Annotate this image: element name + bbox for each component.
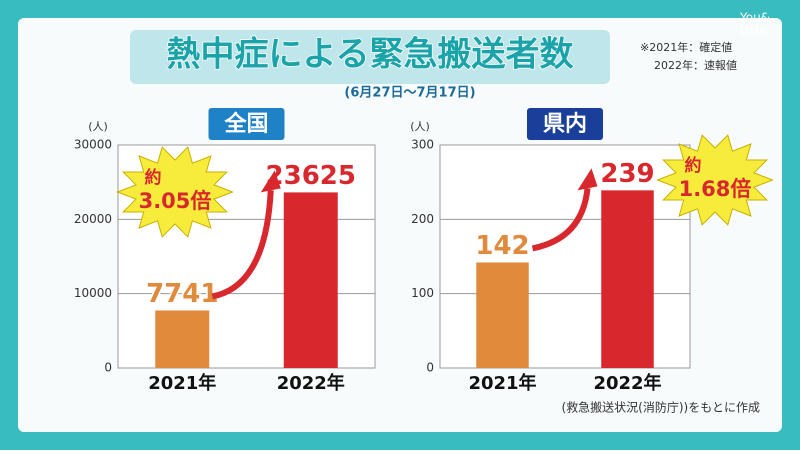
- annotation: 3.05倍: [139, 189, 212, 213]
- bar: [476, 262, 529, 368]
- chart-title-box: [527, 108, 603, 140]
- bar: [155, 310, 210, 368]
- arrow: [531, 187, 591, 252]
- y-tick-label: 300: [411, 138, 434, 152]
- chart-title-box: [208, 108, 285, 140]
- arrow: [211, 190, 274, 300]
- y-axis-label: (人): [88, 120, 108, 133]
- x-tick-label: 2021年: [468, 372, 536, 394]
- chart-title: 全国: [223, 111, 268, 137]
- starburst: [116, 146, 234, 238]
- note: 2022年：速報値: [654, 58, 737, 72]
- arrow-head: [260, 170, 281, 193]
- y-tick-label: 20000: [74, 212, 112, 226]
- y-tick-label: 0: [426, 361, 434, 375]
- bar: [601, 190, 654, 368]
- arrow-head: [577, 168, 598, 191]
- annotation: 約: [145, 167, 162, 188]
- y-tick-label: 200: [411, 212, 434, 226]
- x-tick-label: 2022年: [593, 372, 661, 394]
- y-tick-label: 30000: [74, 138, 112, 152]
- y-axis-label: (人): [410, 120, 430, 133]
- x-tick-label: 2021年: [148, 372, 216, 394]
- annotation: 1.68倍: [679, 177, 752, 201]
- data-label: 142: [475, 231, 529, 261]
- y-tick-label: 100: [411, 286, 434, 300]
- bar: [283, 192, 338, 368]
- chart-title: 県内: [543, 112, 587, 137]
- x-tick-label: 2022年: [277, 372, 345, 394]
- title-banner: [130, 30, 610, 84]
- data-label: 239: [600, 159, 654, 189]
- y-tick-label: 0: [104, 361, 112, 375]
- source: (救急搬送状況(消防庁))をもとに作成: [562, 400, 761, 415]
- page-title: 熱中症による緊急搬送者数: [167, 35, 574, 75]
- annotation: 約: [685, 155, 702, 176]
- note: ※2021年：確定値: [640, 40, 732, 54]
- logo: You&: [739, 11, 770, 25]
- logo: UMK: [740, 25, 768, 39]
- data-label: 7741: [146, 279, 218, 309]
- page-subtitle: (6月27日〜7月17日): [344, 86, 475, 101]
- starburst: [656, 134, 774, 226]
- y-tick-label: 10000: [74, 286, 112, 300]
